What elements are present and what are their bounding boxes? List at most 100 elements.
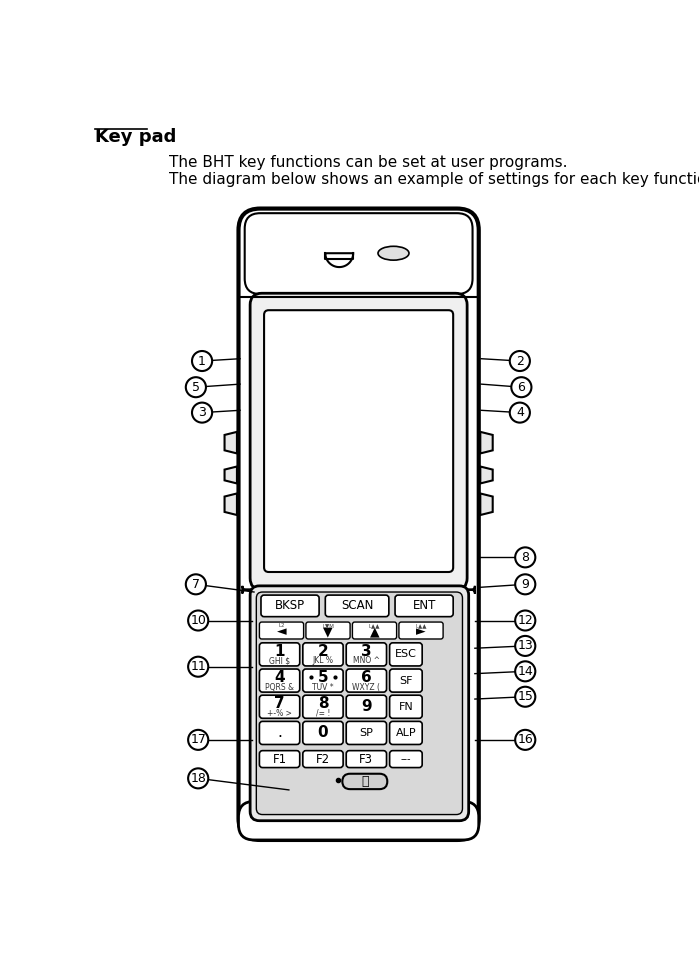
FancyBboxPatch shape	[303, 750, 343, 768]
Text: 2: 2	[317, 644, 329, 659]
Text: L▲▲: L▲▲	[369, 623, 380, 628]
Text: 9: 9	[361, 699, 372, 714]
Text: 14: 14	[517, 665, 533, 678]
Circle shape	[511, 378, 531, 397]
FancyBboxPatch shape	[346, 750, 387, 768]
FancyBboxPatch shape	[389, 643, 422, 666]
FancyBboxPatch shape	[303, 721, 343, 744]
FancyBboxPatch shape	[259, 695, 300, 718]
Circle shape	[188, 656, 208, 677]
Text: FN: FN	[398, 702, 413, 711]
Text: L▲▲: L▲▲	[415, 623, 427, 628]
Text: 13: 13	[517, 640, 533, 652]
Circle shape	[515, 730, 535, 750]
Text: 7: 7	[274, 697, 285, 711]
Text: F1: F1	[273, 752, 287, 766]
Polygon shape	[224, 432, 237, 453]
Circle shape	[515, 636, 535, 656]
Text: SF: SF	[399, 676, 412, 685]
Text: 15: 15	[517, 690, 533, 703]
FancyBboxPatch shape	[389, 695, 422, 718]
Polygon shape	[480, 494, 493, 515]
Text: JKL %: JKL %	[312, 656, 333, 665]
Polygon shape	[480, 467, 493, 483]
Text: 10: 10	[190, 614, 206, 627]
Text: MNO ^: MNO ^	[353, 656, 380, 665]
Text: 5: 5	[317, 670, 329, 685]
Text: ALP: ALP	[396, 728, 416, 738]
Circle shape	[510, 351, 530, 371]
FancyBboxPatch shape	[325, 595, 389, 617]
FancyBboxPatch shape	[261, 595, 319, 617]
Text: 18: 18	[190, 771, 206, 785]
Text: The diagram below shows an example of settings for each key function.: The diagram below shows an example of se…	[168, 171, 699, 187]
FancyBboxPatch shape	[399, 622, 443, 639]
Text: 6: 6	[517, 380, 526, 394]
FancyBboxPatch shape	[238, 208, 479, 840]
FancyBboxPatch shape	[245, 213, 473, 294]
FancyBboxPatch shape	[343, 773, 387, 789]
Text: L2: L2	[278, 623, 284, 628]
FancyBboxPatch shape	[395, 595, 453, 617]
FancyBboxPatch shape	[259, 669, 300, 692]
FancyBboxPatch shape	[264, 310, 453, 572]
Text: F2: F2	[316, 752, 330, 766]
Text: 8: 8	[521, 551, 529, 564]
Text: 2: 2	[516, 354, 524, 368]
Circle shape	[515, 611, 535, 630]
Circle shape	[188, 769, 208, 788]
FancyBboxPatch shape	[259, 750, 300, 768]
Circle shape	[188, 611, 208, 630]
Text: SP: SP	[359, 728, 373, 738]
Text: L▼M: L▼M	[322, 623, 334, 628]
Circle shape	[186, 574, 206, 594]
Text: 6: 6	[361, 670, 372, 685]
Text: ►: ►	[416, 625, 426, 639]
FancyBboxPatch shape	[259, 622, 303, 639]
Circle shape	[515, 574, 535, 594]
Text: .: .	[277, 725, 282, 741]
Polygon shape	[224, 494, 237, 515]
FancyBboxPatch shape	[257, 592, 463, 814]
FancyBboxPatch shape	[346, 643, 387, 666]
Text: 1: 1	[274, 644, 284, 659]
Text: Key pad: Key pad	[95, 129, 177, 146]
FancyBboxPatch shape	[389, 750, 422, 768]
Circle shape	[192, 351, 212, 371]
Text: WXYZ (: WXYZ (	[352, 682, 380, 691]
Circle shape	[515, 686, 535, 707]
FancyBboxPatch shape	[259, 643, 300, 666]
FancyBboxPatch shape	[346, 695, 387, 718]
Circle shape	[188, 730, 208, 750]
FancyBboxPatch shape	[303, 643, 343, 666]
Text: +-% >: +-% >	[267, 709, 292, 717]
Text: 3: 3	[361, 644, 372, 659]
Text: 4: 4	[516, 407, 524, 419]
Circle shape	[192, 403, 212, 423]
Circle shape	[515, 661, 535, 681]
Text: 7: 7	[192, 578, 200, 590]
Text: 0: 0	[317, 725, 329, 741]
FancyBboxPatch shape	[346, 721, 387, 744]
FancyBboxPatch shape	[389, 669, 422, 692]
FancyBboxPatch shape	[250, 586, 468, 821]
Text: 17: 17	[190, 734, 206, 746]
Text: 12: 12	[517, 614, 533, 627]
Circle shape	[510, 403, 530, 423]
Ellipse shape	[378, 246, 409, 260]
FancyBboxPatch shape	[303, 669, 343, 692]
Circle shape	[186, 378, 206, 397]
Text: ---: ---	[401, 754, 411, 764]
Polygon shape	[480, 432, 493, 453]
Text: ▲: ▲	[370, 625, 380, 639]
FancyBboxPatch shape	[243, 586, 475, 593]
FancyBboxPatch shape	[303, 695, 343, 718]
Text: TUV *: TUV *	[312, 682, 334, 691]
Polygon shape	[224, 467, 237, 483]
Text: 4: 4	[274, 670, 285, 685]
Text: F3: F3	[359, 752, 373, 766]
FancyBboxPatch shape	[306, 622, 350, 639]
Text: GHI $: GHI $	[269, 656, 290, 665]
Circle shape	[515, 547, 535, 567]
Text: 9: 9	[521, 578, 529, 590]
